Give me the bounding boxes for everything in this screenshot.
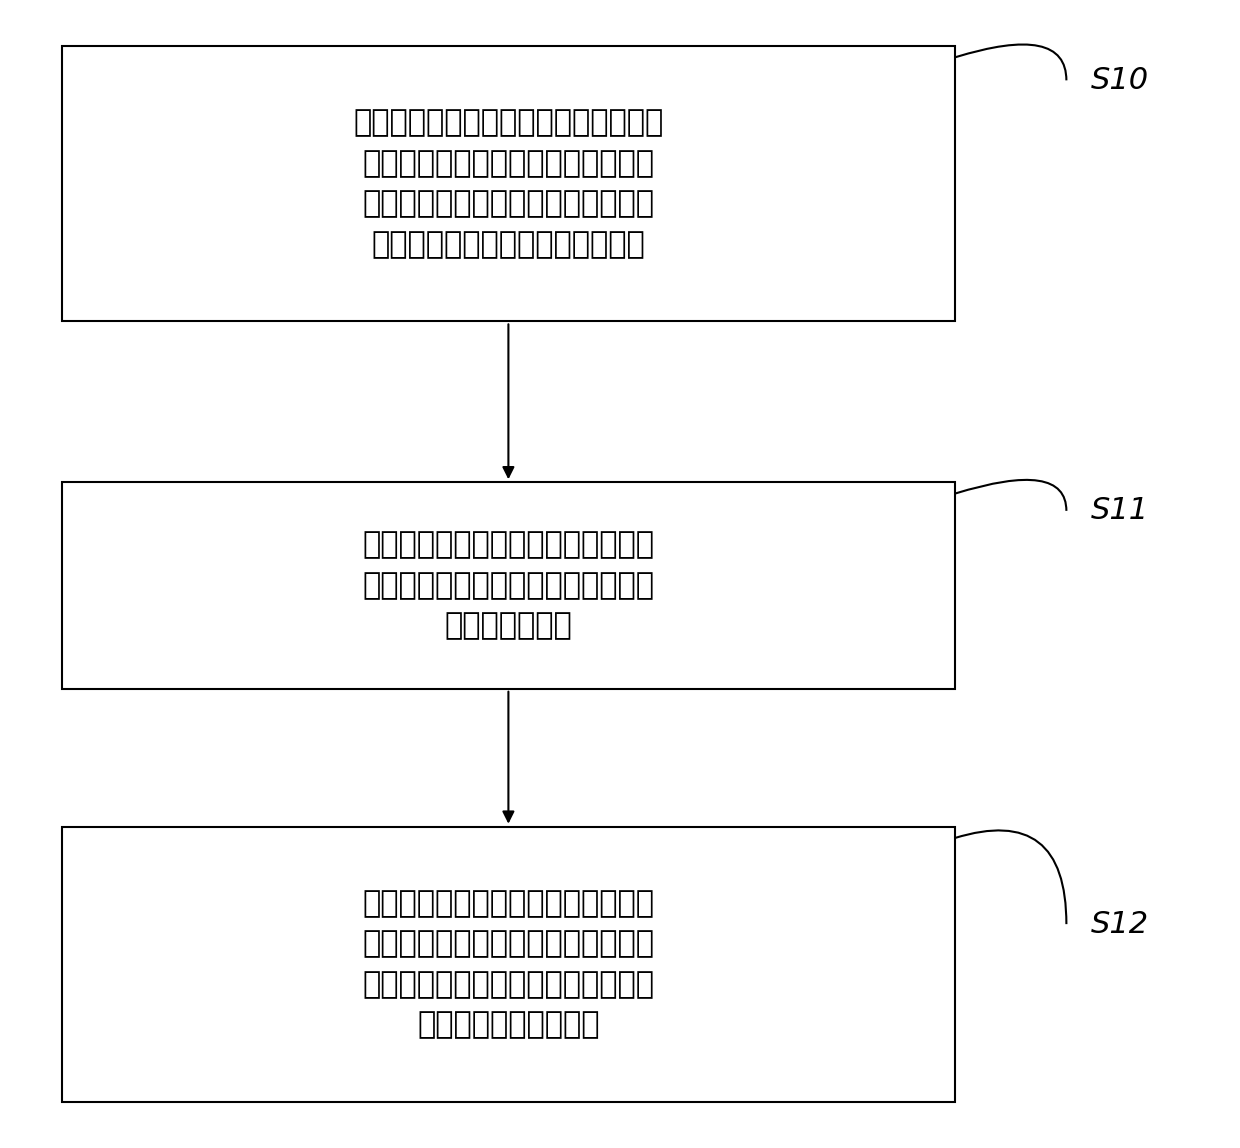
- Text: S12: S12: [1091, 909, 1149, 939]
- FancyBboxPatch shape: [62, 46, 955, 321]
- Text: 当所述差值超过预设差值时，根据所
述阶段调整量调整所述瞬时油耗仪对
应的每一所述阶段瞬时油耗值，以得
到所述显示瞬时油耗值: 当所述差值超过预设差值时，根据所 述阶段调整量调整所述瞬时油耗仪对 应的每一所述…: [362, 889, 655, 1040]
- Text: 通过所述控制器计算所述阶段瞬时油
耗值与所述阶段耗油量的差值，以得
到一阶段调整量: 通过所述控制器计算所述阶段瞬时油 耗值与所述阶段耗油量的差值，以得 到一阶段调整…: [362, 530, 655, 641]
- FancyBboxPatch shape: [62, 482, 955, 689]
- Text: 将所述预设时间段分成多个子时间段，
并获取多个子时间端内对应的阶段瞬
时油耗值，同时通过所述控制器获取
多个子时间段内对应的阶段耗油量: 将所述预设时间段分成多个子时间段， 并获取多个子时间端内对应的阶段瞬 时油耗值，…: [353, 108, 663, 259]
- Text: S10: S10: [1091, 65, 1149, 95]
- Text: S11: S11: [1091, 496, 1149, 526]
- FancyBboxPatch shape: [62, 827, 955, 1102]
